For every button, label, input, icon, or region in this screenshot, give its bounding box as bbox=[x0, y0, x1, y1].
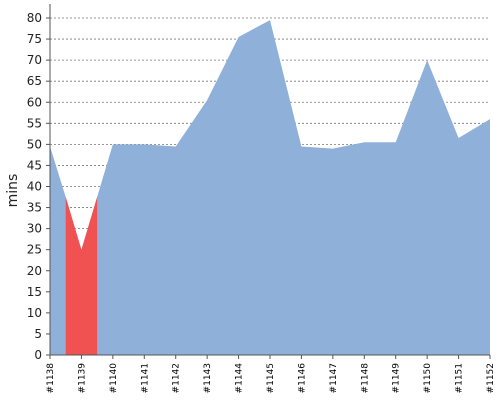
x-tick-label-0: #1138 bbox=[46, 363, 56, 394]
y-tick-label-40: 40 bbox=[27, 180, 42, 194]
x-tick-label-7: #1145 bbox=[266, 363, 276, 393]
duration-area bbox=[50, 20, 490, 355]
y-tick-label-30: 30 bbox=[27, 222, 42, 236]
y-tick-label-65: 65 bbox=[27, 74, 42, 88]
y-tick-label-15: 15 bbox=[27, 285, 42, 299]
y-tick-label-10: 10 bbox=[27, 306, 42, 320]
failed-build-area bbox=[65, 197, 98, 355]
y-axis-title: mins bbox=[5, 174, 21, 208]
y-tick-label-25: 25 bbox=[27, 243, 42, 257]
x-tick-label-5: #1143 bbox=[203, 363, 213, 393]
y-tick-label-70: 70 bbox=[27, 53, 42, 67]
y-tick-label-75: 75 bbox=[27, 32, 42, 46]
plot-area bbox=[50, 20, 490, 355]
x-tick-label-9: #1147 bbox=[329, 363, 339, 393]
x-tick-label-1: #1139 bbox=[77, 363, 87, 394]
x-tick-label-11: #1149 bbox=[392, 363, 402, 394]
x-tick-label-3: #1141 bbox=[140, 363, 150, 393]
y-axis-ticks: 0 5 10 15 20 25 30 35 40 45 50 55 60 65 70 75 80 bbox=[27, 11, 50, 362]
y-tick-label-20: 20 bbox=[27, 264, 42, 278]
x-tick-label-10: #1148 bbox=[360, 363, 370, 394]
x-tick-label-13: #1151 bbox=[455, 363, 465, 393]
x-axis-ticks: #1138 #1139 #1140 #1141 #1142 #1143 #1144 #1145… bbox=[46, 355, 496, 393]
x-tick-label-4: #1142 bbox=[172, 363, 182, 393]
x-tick-label-2: #1140 bbox=[109, 363, 119, 394]
x-tick-label-14: #1152 bbox=[486, 363, 496, 393]
y-tick-label-35: 35 bbox=[27, 201, 42, 215]
y-tick-label-0: 0 bbox=[34, 348, 42, 362]
x-tick-label-6: #1144 bbox=[235, 363, 245, 394]
y-tick-label-55: 55 bbox=[27, 116, 42, 130]
x-tick-label-8: #1146 bbox=[297, 363, 307, 394]
y-tick-label-45: 45 bbox=[27, 158, 42, 172]
y-tick-label-80: 80 bbox=[27, 11, 42, 25]
y-tick-label-50: 50 bbox=[27, 137, 42, 151]
y-tick-label-5: 5 bbox=[34, 327, 42, 341]
x-tick-label-12: #1150 bbox=[423, 363, 433, 394]
y-tick-label-60: 60 bbox=[27, 95, 42, 109]
